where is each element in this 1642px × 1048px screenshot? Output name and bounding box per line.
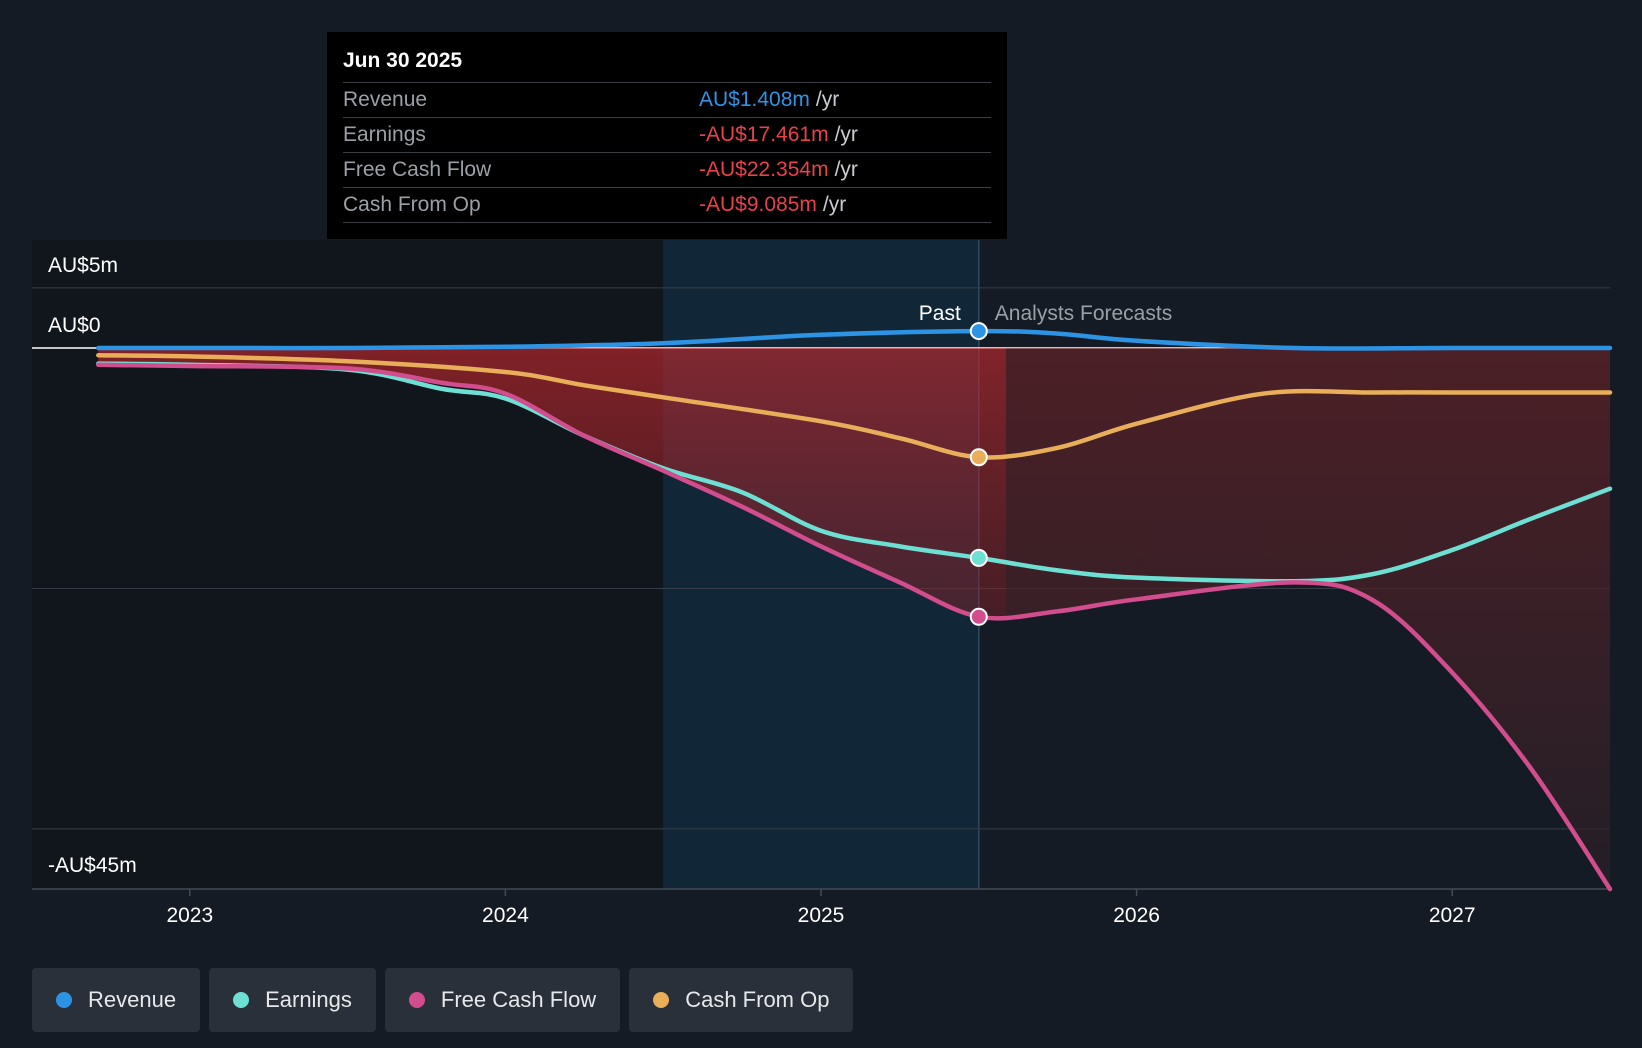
x-tick-label: 2026 bbox=[1113, 904, 1160, 927]
highlight-point bbox=[969, 548, 988, 567]
tooltip: Jun 30 2025 Revenue AU$1.408m /yr Earnin… bbox=[327, 32, 1007, 239]
legend-label: Revenue bbox=[88, 987, 177, 1012]
tooltip-row-earnings: Earnings -AU$17.461m /yr bbox=[343, 118, 991, 153]
legend-dot-icon bbox=[408, 992, 425, 1008]
tooltip-row-cash-from-op: Cash From Op -AU$9.085m /yr bbox=[343, 188, 991, 223]
tooltip-unit: /yr bbox=[834, 158, 858, 181]
tooltip-row-revenue: Revenue AU$1.408m /yr bbox=[343, 83, 991, 118]
legend-item-revenue[interactable]: Revenue bbox=[32, 968, 201, 1032]
series-line-earnings bbox=[96, 361, 1613, 584]
tooltip-label: Earnings bbox=[343, 123, 426, 146]
tooltip-value: -AU$17.461m bbox=[699, 123, 829, 146]
tooltip-label: Cash From Op bbox=[343, 193, 481, 216]
legend-item-cash-from-op[interactable]: Cash From Op bbox=[629, 968, 854, 1032]
tooltip-date: Jun 30 2025 bbox=[343, 46, 991, 83]
tooltip-label: Revenue bbox=[343, 88, 428, 111]
legend-label: Cash From Op bbox=[685, 987, 830, 1012]
past-label: Past bbox=[919, 302, 961, 325]
series-line-cash-from-op bbox=[96, 352, 1613, 460]
highlight-point bbox=[969, 322, 988, 341]
legend-item-earnings[interactable]: Earnings bbox=[209, 968, 376, 1032]
legend-dot-icon bbox=[653, 992, 670, 1008]
legend-dot-icon bbox=[56, 992, 72, 1008]
tooltip-unit: /yr bbox=[815, 88, 840, 111]
legend-dot-icon bbox=[233, 992, 250, 1008]
legend-label: Earnings bbox=[265, 987, 352, 1012]
x-tick-label: 2027 bbox=[1429, 904, 1476, 927]
tooltip-label: Free Cash Flow bbox=[343, 158, 492, 181]
x-tick-label: 2024 bbox=[482, 904, 529, 927]
area-fill-forecast bbox=[1006, 348, 1610, 889]
series-line-revenue bbox=[96, 328, 1613, 351]
tooltip-unit: /yr bbox=[822, 193, 847, 216]
highlight-point bbox=[969, 607, 988, 626]
forecast-label: Analysts Forecasts bbox=[995, 302, 1172, 325]
legend: Revenue Earnings Free Cash Flow Cash Fro… bbox=[32, 968, 854, 1032]
y-tick-label: AU$5m bbox=[48, 254, 118, 277]
series-line-free-cash-flow bbox=[96, 362, 1613, 892]
x-tick-label: 2023 bbox=[166, 904, 213, 927]
tooltip-value: -AU$22.354m bbox=[699, 158, 829, 181]
tooltip-value: -AU$9.085m bbox=[699, 193, 817, 216]
tooltip-row-free-cash-flow: Free Cash Flow -AU$22.354m /yr bbox=[343, 153, 991, 188]
tooltip-value: AU$1.408m bbox=[699, 88, 810, 111]
x-tick-label: 2025 bbox=[798, 904, 845, 927]
y-tick-label: AU$0 bbox=[48, 314, 101, 337]
legend-label: Free Cash Flow bbox=[440, 987, 597, 1012]
tooltip-unit: /yr bbox=[834, 123, 858, 146]
y-tick-label: -AU$45m bbox=[48, 854, 137, 877]
highlight-point bbox=[969, 448, 988, 467]
legend-item-free-cash-flow[interactable]: Free Cash Flow bbox=[384, 968, 621, 1032]
